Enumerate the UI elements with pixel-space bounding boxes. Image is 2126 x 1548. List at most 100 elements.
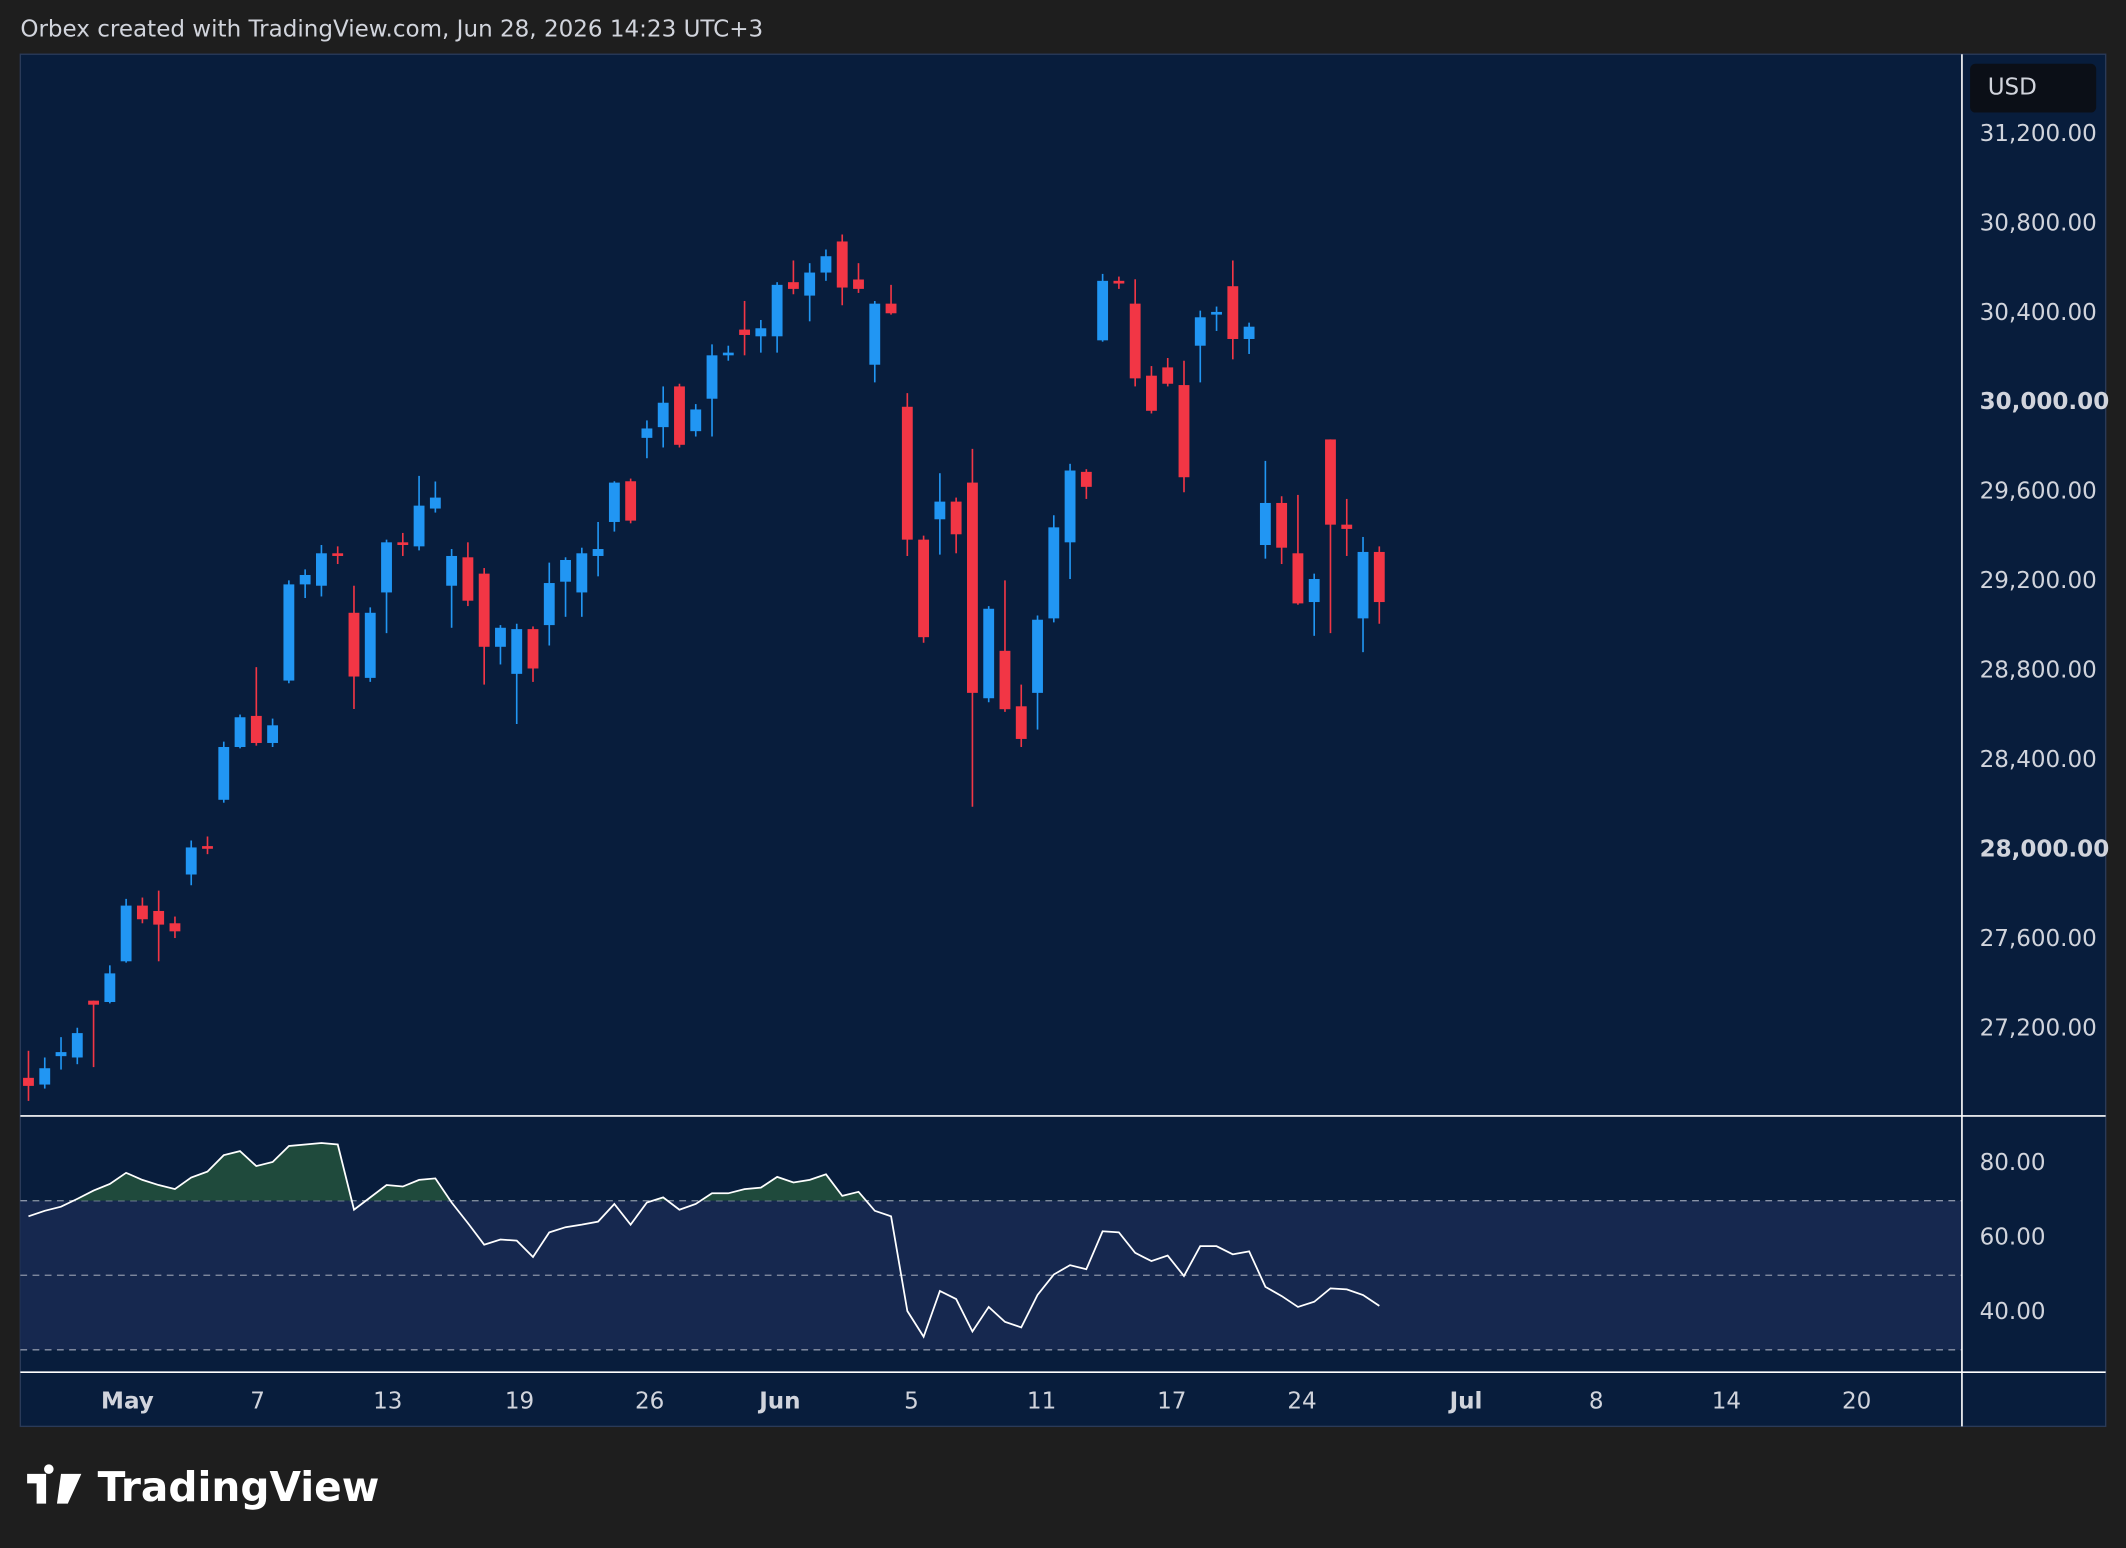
candle-body — [1048, 527, 1060, 619]
candle-body — [999, 650, 1011, 710]
candle-body — [836, 241, 848, 288]
candle-body — [1129, 303, 1141, 379]
candle-body — [1194, 317, 1206, 346]
chart-area — [19, 53, 2107, 1428]
currency-label: USD — [1988, 75, 2037, 101]
candle-body — [690, 409, 702, 432]
x-tick-label: 13 — [373, 1388, 402, 1414]
candle-body — [560, 559, 571, 582]
header: Orbex created with TradingView.com, Jun … — [20, 16, 763, 42]
y-tick-label: 31,200.00 — [1980, 121, 2097, 147]
candle-body — [1146, 375, 1157, 411]
y-tick-label: 80.00 — [1980, 1150, 2046, 1176]
y-tick-label: 30,800.00 — [1980, 210, 2097, 236]
candle-body — [901, 406, 913, 540]
candle-body — [804, 272, 816, 296]
x-tick-label: 5 — [904, 1388, 919, 1414]
x-tick-label: 26 — [635, 1388, 664, 1414]
candle-body — [348, 612, 360, 677]
y-tick-label: 30,400.00 — [1980, 300, 2097, 326]
candle-body — [625, 481, 637, 521]
rsi-overbought-fill — [28, 1142, 1380, 1201]
candle-body — [120, 905, 132, 962]
candle-body — [1308, 579, 1320, 603]
candle-body — [1113, 280, 1125, 284]
y-tick-label: 29,200.00 — [1980, 568, 2097, 594]
candle-body — [267, 725, 279, 743]
candle-body — [592, 549, 604, 556]
candle-body — [674, 386, 685, 445]
candle-body — [299, 574, 311, 585]
candle-body — [462, 557, 474, 601]
y-tick-label: 40.00 — [1980, 1299, 2046, 1325]
candle-body — [1211, 311, 1222, 315]
logo-icon — [27, 1464, 82, 1504]
candle-body — [397, 542, 409, 546]
candle-body — [918, 539, 930, 638]
candle-body — [1064, 470, 1076, 543]
candle-body — [576, 553, 588, 593]
candle-body — [153, 910, 165, 925]
candle-body — [202, 846, 213, 849]
candle-body — [739, 329, 750, 335]
candle-body — [966, 482, 978, 693]
candle-body — [706, 355, 718, 399]
candle-body — [1178, 385, 1190, 478]
rsi-line — [28, 1142, 1380, 1339]
candle-body — [429, 497, 441, 509]
candle-body — [185, 847, 197, 875]
candle-body — [1015, 706, 1027, 739]
candle-body — [511, 629, 523, 674]
y-tick-label: 27,200.00 — [1980, 1016, 2097, 1042]
candle-body — [169, 923, 181, 932]
candle-body — [136, 905, 148, 920]
plot-layer: May 7 13 19 26 Jun 5 11 17 24 Jul 8 14 20 27,200.00 27,… — [20, 121, 2110, 1414]
candle-body — [88, 1000, 99, 1005]
y-tick-label: 30,000.00 — [1980, 389, 2110, 415]
candle-body — [657, 402, 669, 428]
x-tick-label: 19 — [505, 1388, 534, 1414]
x-tick-label: 24 — [1287, 1388, 1316, 1414]
logo-text: TradingView — [98, 1463, 380, 1511]
candle-body — [853, 279, 864, 289]
candle-body — [104, 973, 116, 1003]
y-tick-label: 29,600.00 — [1980, 479, 2097, 505]
y-tick-label: 28,800.00 — [1980, 658, 2097, 684]
candle-body — [1276, 502, 1288, 548]
candle-body — [71, 1033, 83, 1058]
candle-body — [495, 627, 506, 647]
x-tick-label: Jun — [757, 1388, 800, 1414]
candle-body — [381, 542, 392, 593]
candle-body — [23, 1077, 34, 1086]
candle-body — [250, 715, 262, 743]
candle-body — [543, 583, 555, 626]
y-tick-label: 60.00 — [1980, 1224, 2046, 1250]
candle-body — [1032, 619, 1043, 693]
candle-body — [1341, 524, 1353, 529]
x-tick-label: 11 — [1027, 1388, 1056, 1414]
candle-body — [787, 282, 799, 289]
candle-body — [771, 284, 783, 337]
candle-body — [885, 303, 897, 314]
candle-body — [1227, 286, 1239, 339]
candle-body — [755, 328, 767, 337]
candle-body — [1080, 471, 1092, 487]
x-tick-label: 17 — [1157, 1388, 1186, 1414]
candle-body — [218, 747, 230, 800]
x-tick-label: 8 — [1589, 1388, 1604, 1414]
candle-body — [364, 612, 376, 678]
y-tick-label: 27,600.00 — [1980, 926, 2097, 952]
candle-body — [722, 352, 734, 356]
currency-box — [1970, 63, 2097, 113]
candle-body — [283, 584, 295, 681]
candle-body — [234, 717, 246, 748]
x-tick-label: 7 — [250, 1388, 265, 1414]
candle-body — [1325, 439, 1336, 525]
candle-body — [869, 303, 881, 365]
candle-body — [413, 505, 425, 547]
candle-body — [1292, 553, 1304, 604]
x-tick-label: May — [101, 1388, 154, 1414]
x-tick-label: 20 — [1842, 1388, 1871, 1414]
candle-body — [1243, 326, 1255, 339]
